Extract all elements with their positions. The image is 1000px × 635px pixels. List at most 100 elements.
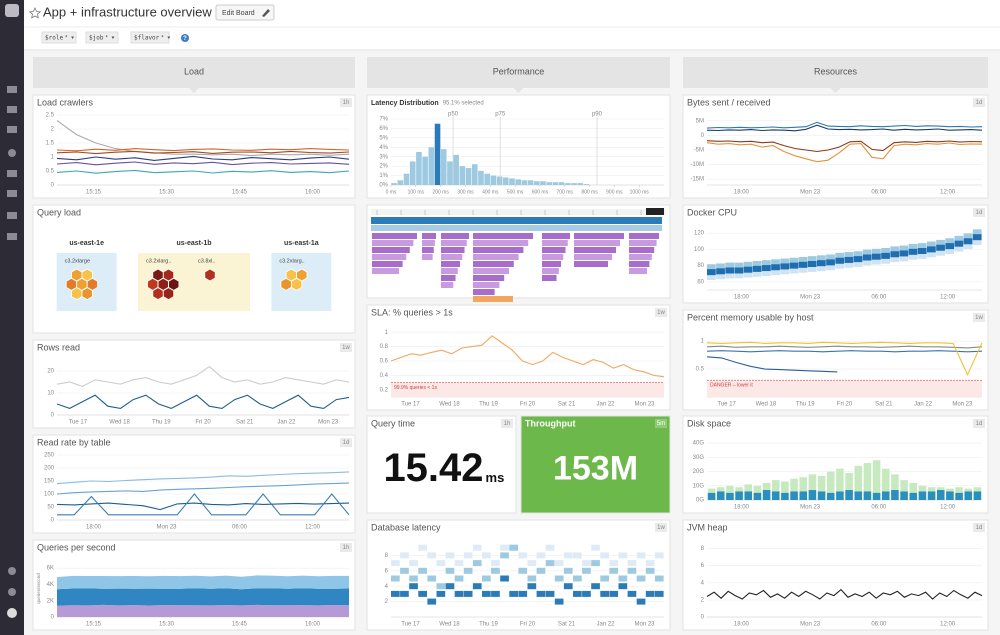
var-name[interactable]: $flavor [134, 35, 160, 42]
flame-span [441, 261, 461, 267]
bar [900, 491, 908, 500]
series-line [56, 471, 350, 485]
y-tick-label: 1 [51, 155, 55, 161]
heatmap-cell [591, 544, 600, 551]
widget [682, 519, 989, 631]
heatmap-cell [844, 261, 854, 268]
heatmap-cell [762, 260, 771, 267]
heatmap-cell [835, 257, 845, 264]
widget [32, 434, 356, 534]
var-value[interactable]: * [161, 36, 164, 42]
y-tick-label: 1 [385, 330, 389, 336]
span-label: 5m [657, 421, 665, 427]
x-tick-label: 800 ms [581, 189, 598, 195]
host-hex[interactable] [280, 277, 292, 291]
star-icon[interactable] [28, 7, 42, 19]
dropdown-caret[interactable] [111, 36, 115, 40]
var-chip[interactable] [85, 31, 119, 44]
x-tick-label: Thu 19 [152, 420, 171, 426]
host-hex[interactable] [81, 287, 93, 301]
bar [707, 492, 716, 500]
heatmap-cell [762, 269, 771, 276]
y-tick-label: 100 [44, 492, 55, 498]
host-hex[interactable] [152, 287, 164, 301]
y-tick-label: 150 [44, 479, 55, 485]
heatmap-cell [472, 544, 482, 551]
group-title: Resources [814, 66, 858, 76]
x-tick-label: Mon 23 [634, 402, 655, 408]
host-label: c3.2xlarg.. [279, 258, 305, 264]
nav-icon[interactable] [7, 190, 17, 197]
heatmap-cell [707, 269, 716, 276]
heatmap-cell [409, 560, 418, 567]
flame-span [542, 261, 562, 267]
big-value: 153M [553, 449, 638, 487]
nav-icon[interactable] [7, 212, 17, 219]
heatmap-cell [400, 567, 409, 574]
nav-icon[interactable] [7, 126, 17, 133]
heatmap-cell [509, 544, 518, 551]
heatmap-cell [771, 259, 780, 266]
avatar[interactable] [7, 608, 17, 618]
series-line [706, 142, 983, 163]
x-tick-label: Wed 18 [109, 420, 130, 426]
host-hex[interactable] [204, 268, 216, 282]
heatmap-cell [554, 575, 564, 582]
x-tick-label: Thu 19 [479, 402, 498, 408]
help-label[interactable]: ? [183, 36, 187, 42]
y-tick-label: 0 [701, 133, 705, 139]
var-name[interactable]: $role [45, 35, 63, 42]
bar [753, 492, 762, 500]
bar [799, 477, 808, 500]
widget-title: Queries per second [37, 542, 116, 552]
nav-icon[interactable] [8, 149, 16, 157]
host-label: c3.8xl.. [198, 258, 216, 264]
nav-icon[interactable] [7, 233, 17, 240]
flame-span [473, 268, 509, 274]
histogram-bar [440, 149, 447, 185]
x-tick-label: 12:00 [940, 295, 956, 301]
heatmap-cell [518, 552, 528, 559]
pencil-icon[interactable] [262, 9, 270, 17]
heatmap-cell [645, 567, 655, 574]
help-icon[interactable] [181, 34, 189, 42]
sidebar-icons[interactable] [5, 4, 19, 618]
var-value[interactable]: * [105, 36, 108, 42]
widget-title: Rows read [37, 342, 80, 352]
y-tick-label: 10G [693, 483, 705, 489]
nav-icon[interactable] [8, 588, 16, 596]
heatmap-cell [972, 229, 982, 236]
heatmap-cell [881, 252, 890, 259]
host-hex[interactable] [162, 287, 175, 301]
span-badge [340, 543, 352, 552]
nav-icon[interactable] [7, 170, 17, 177]
value-unit: ms [486, 470, 505, 485]
heatmap-cell [418, 544, 427, 551]
bar [781, 481, 789, 500]
group-header [367, 57, 670, 88]
widget-title: Disk space [687, 418, 731, 428]
logo[interactable] [5, 4, 19, 17]
nav-icon[interactable] [8, 567, 16, 575]
bar [762, 490, 771, 500]
edit-board-label[interactable]: Edit Board [222, 10, 255, 17]
y-tick-label: 10 [47, 391, 54, 397]
host-hex[interactable] [291, 277, 303, 291]
series-line [56, 394, 350, 409]
bar [881, 468, 890, 500]
nav-icon[interactable] [7, 106, 17, 113]
dropdown-caret[interactable] [167, 36, 171, 40]
var-name[interactable]: $job [89, 35, 104, 42]
edit-board-button[interactable] [215, 4, 275, 21]
dropdown-caret[interactable] [71, 36, 75, 40]
bar [771, 491, 780, 500]
host-hex[interactable] [71, 287, 83, 301]
x-tick-label: Mon 23 [156, 525, 177, 531]
nav-icon[interactable] [7, 86, 17, 93]
var-chip[interactable] [41, 31, 77, 44]
x-tick-label: 15:45 [232, 622, 248, 628]
var-value[interactable]: * [65, 36, 68, 42]
x-tick-label: Sat 21 [558, 622, 576, 628]
heatmap-cell [418, 590, 427, 597]
